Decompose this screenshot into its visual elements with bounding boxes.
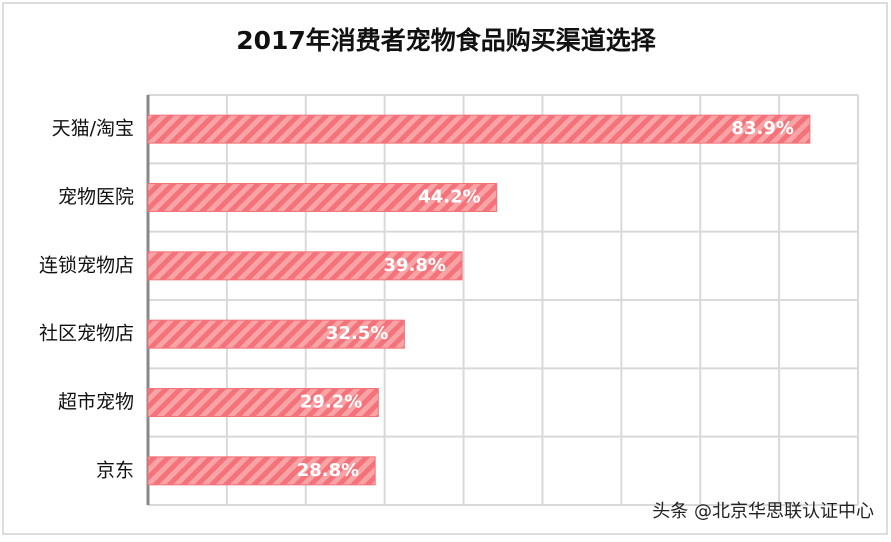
data-label: 83.9% <box>731 118 793 139</box>
category-label: 天猫/淘宝 <box>52 118 134 140</box>
bar <box>147 388 379 417</box>
data-label: 32.5% <box>326 323 388 344</box>
category-label: 连锁宠物店 <box>39 254 134 276</box>
bar <box>147 456 376 486</box>
category-label: 超市宠物 <box>58 391 134 413</box>
watermark: 头条 @北京华思联认证中心 <box>652 501 874 522</box>
bar <box>147 183 498 212</box>
bar <box>147 251 463 281</box>
category-label: 京东 <box>96 459 134 481</box>
data-label: 28.8% <box>297 460 359 481</box>
category-label: 社区宠物店 <box>39 323 134 345</box>
data-label: 29.2% <box>300 392 362 413</box>
bar <box>147 114 811 144</box>
bar <box>147 319 405 349</box>
data-label: 39.8% <box>384 255 446 276</box>
category-label: 宠物医院 <box>58 186 134 208</box>
chart-title: 2017年消费者宠物食品购买渠道选择 <box>236 26 657 55</box>
data-label: 44.2% <box>418 187 480 208</box>
